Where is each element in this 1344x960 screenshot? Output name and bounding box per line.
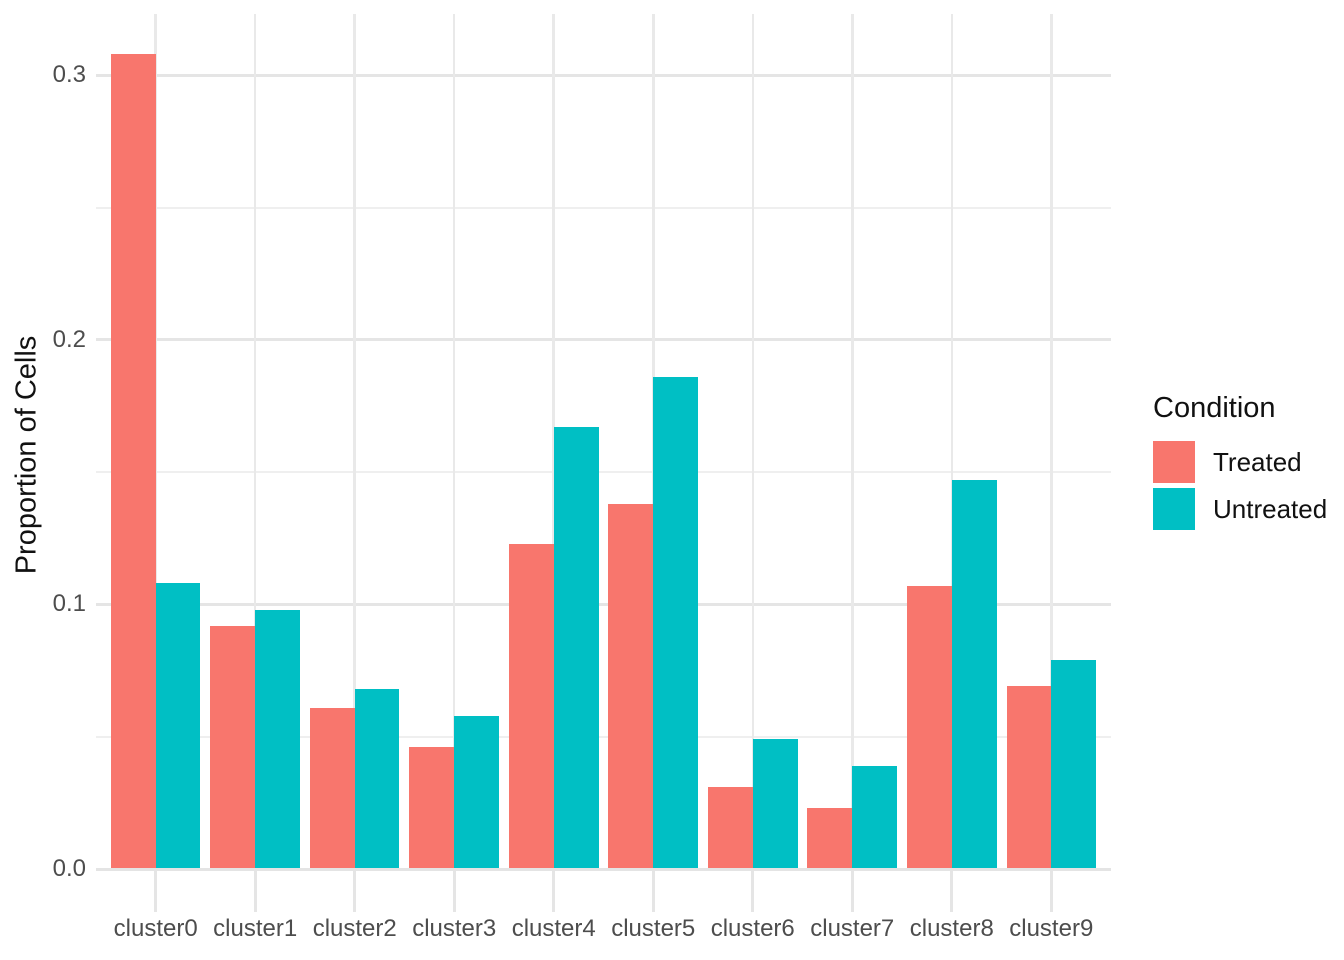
bar-treated-cluster6 xyxy=(707,787,753,869)
x-tick-label-cluster0: cluster0 xyxy=(113,915,198,942)
minor-gridline-0.05 xyxy=(96,735,1111,738)
legend-swatch-treated-icon xyxy=(1153,441,1195,483)
bar-untreated-cluster5 xyxy=(653,376,699,869)
x-tick-label-cluster5: cluster5 xyxy=(611,915,696,942)
x-tick-cluster4 xyxy=(552,871,556,912)
x-tick-label-cluster6: cluster6 xyxy=(710,915,795,942)
vertical-gridline-cluster9 xyxy=(1050,14,1053,869)
bar-treated-cluster8 xyxy=(907,585,952,869)
x-tick-cluster5 xyxy=(651,871,655,912)
legend-label-treated: Treated xyxy=(1213,446,1302,477)
bar-untreated-cluster2 xyxy=(354,689,400,869)
minor-gridline-0.15 xyxy=(96,471,1111,474)
x-tick-label-cluster9: cluster9 xyxy=(1009,915,1094,942)
legend-title: Condition xyxy=(1153,392,1276,424)
y-tick-label-0.2: 0.2 xyxy=(52,325,86,353)
bar-treated-cluster3 xyxy=(409,747,455,869)
y-tick-label-0.3: 0.3 xyxy=(52,61,86,89)
x-tick-label-cluster7: cluster7 xyxy=(810,915,895,942)
vertical-gridline-cluster7 xyxy=(851,14,854,869)
bar-untreated-cluster6 xyxy=(752,739,798,869)
x-tick-cluster1 xyxy=(253,871,257,912)
plot-panel xyxy=(96,14,1111,869)
bar-treated-cluster2 xyxy=(309,707,355,869)
x-tick-cluster2 xyxy=(353,871,357,912)
bar-untreated-cluster4 xyxy=(553,427,599,869)
x-tick-label-cluster4: cluster4 xyxy=(511,915,596,942)
legend-entry-untreated: Untreated xyxy=(1153,488,1327,530)
vertical-gridline-cluster0 xyxy=(154,14,157,869)
x-tick-cluster0 xyxy=(154,871,158,912)
y-tick-label-0.1: 0.1 xyxy=(52,590,86,618)
bar-treated-cluster1 xyxy=(210,625,256,869)
bar-treated-cluster0 xyxy=(110,54,156,869)
x-tick-cluster3 xyxy=(452,871,456,912)
bar-treated-cluster4 xyxy=(508,543,554,869)
bar-untreated-cluster1 xyxy=(255,609,300,869)
bar-treated-cluster9 xyxy=(1006,686,1052,869)
x-tick-label-cluster1: cluster1 xyxy=(213,915,298,942)
y-tick-label-0.0: 0.0 xyxy=(52,855,86,882)
x-tick-label-cluster8: cluster8 xyxy=(909,915,994,942)
x-tick-cluster9 xyxy=(1049,871,1053,912)
legend: Condition Treated Untreated xyxy=(1153,392,1327,535)
legend-entry-treated: Treated xyxy=(1153,441,1327,483)
legend-label-untreated: Untreated xyxy=(1213,493,1328,524)
bar-untreated-cluster7 xyxy=(852,765,898,869)
bar-treated-cluster7 xyxy=(807,808,853,869)
bar-untreated-cluster0 xyxy=(155,583,201,869)
x-tick-cluster8 xyxy=(950,871,954,912)
major-gridline-0.3 xyxy=(96,73,1111,77)
bar-untreated-cluster3 xyxy=(454,715,499,869)
minor-gridline-0.25 xyxy=(96,206,1111,209)
x-tick-cluster6 xyxy=(751,871,755,912)
x-tick-label-cluster2: cluster2 xyxy=(312,915,397,942)
x-tick-label-cluster3: cluster3 xyxy=(412,915,497,942)
vertical-gridline-cluster3 xyxy=(452,14,456,869)
x-tick-cluster7 xyxy=(850,871,854,912)
vertical-gridline-cluster1 xyxy=(253,14,257,869)
major-gridline-0.2 xyxy=(96,338,1111,342)
vertical-gridline-cluster6 xyxy=(751,14,754,869)
y-axis-title: Proportion of Cells xyxy=(10,335,43,575)
vertical-gridline-cluster8 xyxy=(950,14,954,869)
vertical-gridline-cluster2 xyxy=(353,14,356,869)
bar-untreated-cluster8 xyxy=(951,480,997,869)
bar-treated-cluster5 xyxy=(608,503,654,869)
major-gridline-0.1 xyxy=(96,602,1111,606)
x-axis-baseline xyxy=(96,868,1111,871)
legend-swatch-untreated-icon xyxy=(1153,488,1195,530)
bar-untreated-cluster9 xyxy=(1051,660,1097,869)
